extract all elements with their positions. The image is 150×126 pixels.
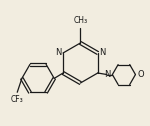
Text: CF₃: CF₃ — [11, 95, 24, 104]
Text: N: N — [99, 49, 105, 57]
Text: N: N — [56, 49, 62, 57]
Text: CH₃: CH₃ — [73, 16, 87, 25]
Text: O: O — [137, 70, 144, 79]
Text: N: N — [104, 70, 111, 79]
